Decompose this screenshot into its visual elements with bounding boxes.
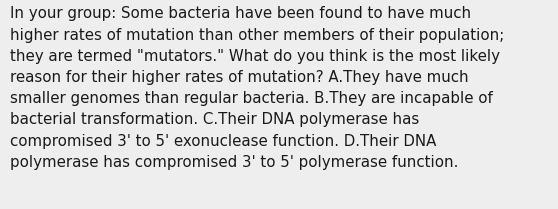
Text: In your group: Some bacteria have been found to have much
higher rates of mutati: In your group: Some bacteria have been f…	[10, 6, 504, 170]
